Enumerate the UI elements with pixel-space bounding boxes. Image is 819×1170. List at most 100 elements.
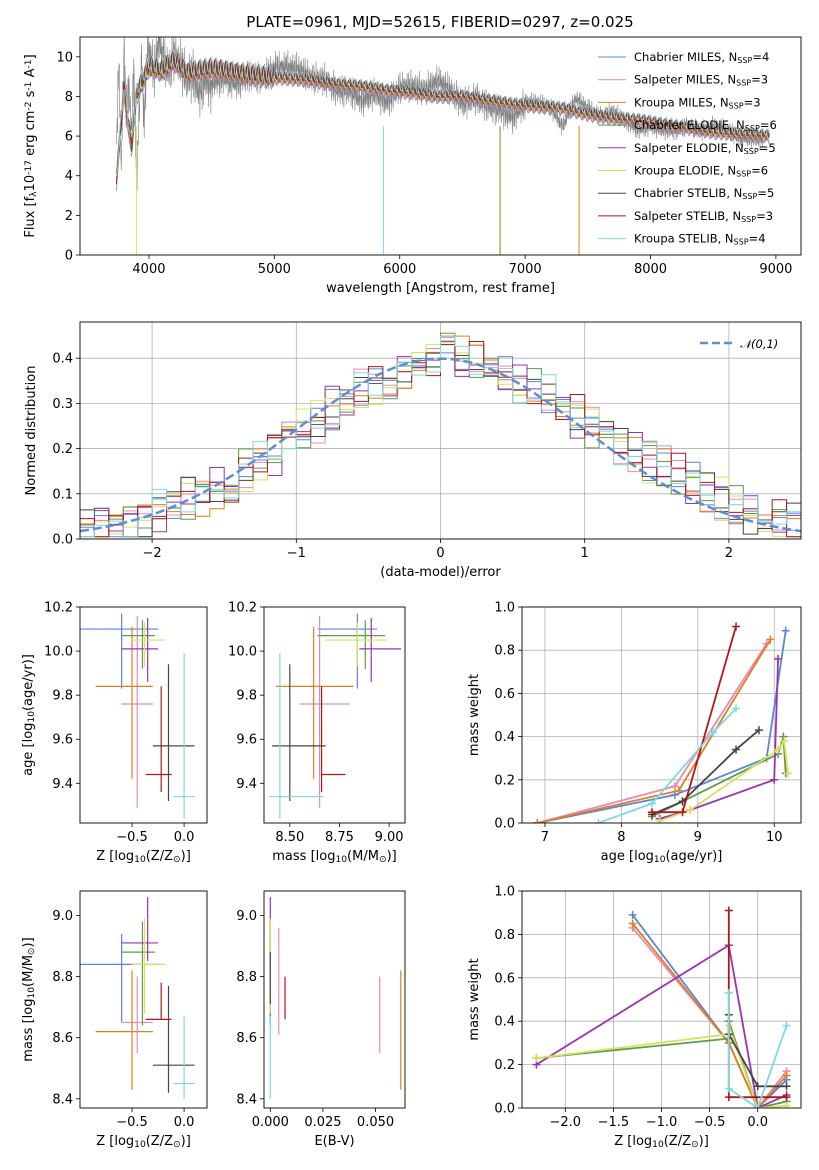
x-tick-label: 0.000 — [252, 1115, 289, 1130]
y-tick-label: 9.6 — [52, 733, 73, 748]
x-tick-label: 9 — [694, 830, 702, 845]
y-tick-label: 8 — [65, 90, 73, 105]
y-tick-label: 0 — [65, 249, 73, 264]
weight-line-salpeter-elodie — [535, 943, 787, 1108]
plus-marker — [782, 1071, 791, 1080]
plus-marker — [781, 626, 790, 635]
plus-marker — [782, 1093, 791, 1102]
plus-marker — [533, 819, 542, 823]
weight-line-chabrier-stelib — [651, 729, 760, 816]
plus-marker — [532, 1054, 541, 1063]
x-tick-label: 8000 — [634, 262, 667, 277]
model-line-chabrier-stelib — [116, 51, 770, 185]
x-tick-label: 4000 — [132, 262, 165, 277]
errorbar-point — [121, 897, 159, 962]
x-axis-label: age [log10(age/yr)] — [601, 849, 723, 865]
x-axis-label: Z [log10(Z/Z⊙)] — [96, 849, 191, 865]
plus-marker — [647, 799, 656, 808]
y-tick-label: 0.2 — [494, 773, 515, 788]
x-tick-label: 0 — [436, 546, 444, 561]
legend-label: Salpeter ELODIE, NSSP=5 — [634, 141, 776, 156]
plus-marker — [732, 622, 741, 631]
x-tick-label: 0.0 — [174, 1115, 195, 1130]
errorbar-point — [80, 613, 159, 689]
axes-frame — [79, 321, 802, 540]
errorbar-point — [121, 618, 159, 682]
plus-marker — [732, 745, 741, 754]
x-axis-label: E(B-V) — [314, 1134, 354, 1149]
axes-frame — [521, 606, 802, 824]
y-tick-label: 6 — [65, 130, 73, 145]
plus-marker — [753, 1104, 762, 1108]
plus-marker — [724, 1084, 733, 1093]
x-tick-label: 6000 — [383, 262, 416, 277]
y-tick-label: 9.4 — [236, 777, 257, 792]
plus-marker — [724, 1093, 733, 1102]
plot-area-age-vs-mass — [269, 613, 402, 819]
y-tick-label: 8.4 — [52, 1092, 73, 1107]
axes-frame — [79, 890, 208, 1109]
plus-marker — [774, 745, 783, 754]
x-tick-label: −0.5 — [116, 830, 148, 845]
y-tick-label: 10.2 — [44, 601, 73, 616]
x-tick-label: −2.0 — [550, 1115, 582, 1130]
plus-marker — [686, 806, 695, 815]
y-tick-label: 8.8 — [236, 970, 257, 985]
axes-weight-vs-age: 7 8 9 10 0.0 0.2 0.4 0.6 0.8 1.0 age [log10(age/yr… — [467, 601, 802, 865]
y-tick-label: 8.8 — [52, 970, 73, 985]
y-axis-label: mass [log10(M/M⊙)] — [21, 937, 37, 1061]
errorbar-point — [132, 918, 166, 1014]
legend-label: Chabrier MILES, NSSP=4 — [634, 50, 769, 65]
y-tick-label: 8.6 — [236, 1031, 257, 1046]
errorbar-point — [152, 664, 195, 801]
errorbar-point — [121, 976, 153, 1053]
x-tick-label: −0.5 — [694, 1115, 726, 1130]
y-tick-label: 10 — [56, 50, 73, 65]
y-tick-label: 9.8 — [236, 689, 257, 704]
x-tick-label: 9.00 — [375, 830, 404, 845]
y-tick-label: 0.6 — [494, 971, 515, 986]
x-tick-label: 2 — [725, 546, 733, 561]
axes-mass-vs-Z: −0.5 0.0 8.4 8.6 8.8 9.0 Z [log10(Z/Z⊙)] mass [… — [21, 890, 208, 1150]
plot-area-weight-vs-Z — [522, 891, 801, 1108]
errorbar-point — [317, 613, 378, 689]
legend-label: Salpeter MILES, NSSP=3 — [634, 73, 768, 88]
errorbar-point — [269, 653, 324, 819]
y-tick-label: 0.3 — [52, 397, 73, 412]
plus-marker — [678, 808, 687, 817]
x-tick-label: 8.50 — [275, 830, 304, 845]
x-tick-label: 1 — [581, 546, 589, 561]
x-tick-label: 5000 — [258, 262, 291, 277]
plus-marker — [782, 1082, 791, 1091]
x-axis-label: wavelength [Angstrom, rest frame] — [326, 281, 555, 296]
plus-marker — [754, 726, 763, 735]
errorbar-point — [320, 686, 346, 793]
x-tick-label: 0.0 — [747, 1115, 768, 1130]
y-tick-label: 0.0 — [52, 533, 73, 548]
plus-marker — [782, 1021, 791, 1030]
errorbar-point — [173, 653, 195, 819]
y-tick-label: 9.4 — [52, 777, 73, 792]
plus-marker — [670, 782, 679, 791]
plot-area-weight-vs-age — [522, 607, 801, 823]
y-axis-label: mass weight — [467, 958, 482, 1040]
legend-label: Kroupa MILES, NSSP=3 — [634, 95, 761, 110]
x-tick-label: 0.0 — [174, 830, 195, 845]
axes-age-vs-Z: −0.5 0.0 9.4 9.6 9.8 10.0 10.2 Z [log10(Z/Z⊙)] a… — [21, 601, 208, 865]
errorbar-point — [145, 982, 172, 1020]
y-tick-label: 4 — [65, 169, 73, 184]
chart-title: PLATE=0961, MJD=52615, FIBERID=0297, z=0… — [246, 13, 633, 31]
y-tick-label: 10.0 — [44, 645, 73, 660]
y-tick-label: 9.6 — [236, 733, 257, 748]
y-tick-label: 0.8 — [494, 644, 515, 659]
y-tick-label: 2 — [65, 209, 73, 224]
y-tick-label: 0.8 — [494, 928, 515, 943]
y-tick-label: 8.6 — [52, 1031, 73, 1046]
x-tick-label: −2 — [143, 546, 162, 561]
axes-frame — [263, 606, 406, 824]
x-tick-label: 8.75 — [325, 830, 354, 845]
y-axis-label: Normed distribution — [24, 366, 39, 496]
legend-label: 𝒩(0,1) — [740, 337, 778, 351]
legend-residuals: 𝒩(0,1) — [700, 337, 778, 351]
plus-marker — [770, 775, 779, 784]
